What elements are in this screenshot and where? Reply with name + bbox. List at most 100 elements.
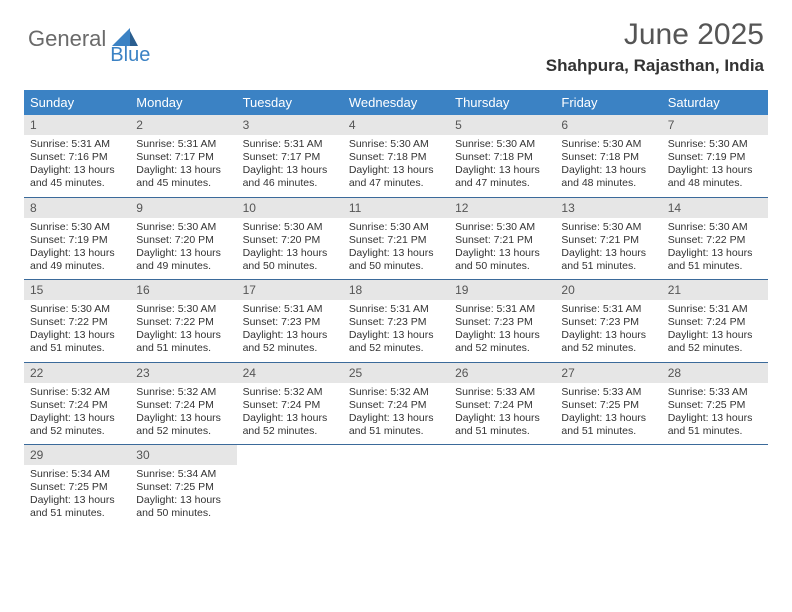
page-header: General Blue June 2025 Shahpura, Rajasth… [0,0,792,82]
day-cell: .. [237,445,343,527]
sunrise-line: Sunrise: 5:33 AM [455,386,549,399]
sunrise-line: Sunrise: 5:31 AM [561,303,655,316]
sunrise-line: Sunrise: 5:32 AM [136,386,230,399]
sunrise-line: Sunrise: 5:30 AM [455,221,549,234]
day-number: 12 [449,198,555,218]
sunset-line: Sunset: 7:22 PM [136,316,230,329]
day-number: 11 [343,198,449,218]
day-body: Sunrise: 5:30 AMSunset: 7:20 PMDaylight:… [130,218,236,280]
day-body: Sunrise: 5:30 AMSunset: 7:19 PMDaylight:… [24,218,130,280]
sunrise-line: Sunrise: 5:33 AM [668,386,762,399]
sunset-line: Sunset: 7:18 PM [561,151,655,164]
daylight-line: Daylight: 13 hours and 51 minutes. [30,494,124,520]
sunset-line: Sunset: 7:21 PM [455,234,549,247]
daylight-line: Daylight: 13 hours and 49 minutes. [136,247,230,273]
day-cell: 16Sunrise: 5:30 AMSunset: 7:22 PMDayligh… [130,280,236,362]
week-row: 22Sunrise: 5:32 AMSunset: 7:24 PMDayligh… [24,363,768,446]
day-cell: 7Sunrise: 5:30 AMSunset: 7:19 PMDaylight… [662,115,768,197]
day-number: 19 [449,280,555,300]
day-body: Sunrise: 5:31 AMSunset: 7:17 PMDaylight:… [130,135,236,197]
daylight-line: Daylight: 13 hours and 52 minutes. [136,412,230,438]
sunset-line: Sunset: 7:24 PM [243,399,337,412]
calendar-grid: SundayMondayTuesdayWednesdayThursdayFrid… [24,90,768,527]
day-body: Sunrise: 5:32 AMSunset: 7:24 PMDaylight:… [24,383,130,445]
daylight-line: Daylight: 13 hours and 51 minutes. [455,412,549,438]
day-header-cell: Thursday [449,90,555,115]
sunrise-line: Sunrise: 5:30 AM [561,138,655,151]
day-header-cell: Saturday [662,90,768,115]
day-cell: 9Sunrise: 5:30 AMSunset: 7:20 PMDaylight… [130,198,236,280]
day-body: Sunrise: 5:30 AMSunset: 7:21 PMDaylight:… [449,218,555,280]
month-title: June 2025 [546,18,764,52]
day-number: 28 [662,363,768,383]
day-number: 26 [449,363,555,383]
day-body: Sunrise: 5:32 AMSunset: 7:24 PMDaylight:… [343,383,449,445]
daylight-line: Daylight: 13 hours and 52 minutes. [561,329,655,355]
daylight-line: Daylight: 13 hours and 50 minutes. [136,494,230,520]
daylight-line: Daylight: 13 hours and 52 minutes. [455,329,549,355]
daylight-line: Daylight: 13 hours and 45 minutes. [30,164,124,190]
day-cell: 10Sunrise: 5:30 AMSunset: 7:20 PMDayligh… [237,198,343,280]
daylight-line: Daylight: 13 hours and 52 minutes. [243,412,337,438]
day-number: 24 [237,363,343,383]
day-header-row: SundayMondayTuesdayWednesdayThursdayFrid… [24,90,768,115]
sunrise-line: Sunrise: 5:31 AM [30,138,124,151]
sunrise-line: Sunrise: 5:31 AM [243,138,337,151]
day-body: Sunrise: 5:30 AMSunset: 7:19 PMDaylight:… [662,135,768,197]
day-cell: 11Sunrise: 5:30 AMSunset: 7:21 PMDayligh… [343,198,449,280]
day-cell: 30Sunrise: 5:34 AMSunset: 7:25 PMDayligh… [130,445,236,527]
sunrise-line: Sunrise: 5:30 AM [455,138,549,151]
day-number: 13 [555,198,661,218]
day-cell: 8Sunrise: 5:30 AMSunset: 7:19 PMDaylight… [24,198,130,280]
sunset-line: Sunset: 7:18 PM [455,151,549,164]
daylight-line: Daylight: 13 hours and 46 minutes. [243,164,337,190]
sunset-line: Sunset: 7:22 PM [668,234,762,247]
day-body: Sunrise: 5:32 AMSunset: 7:24 PMDaylight:… [237,383,343,445]
day-number: 2 [130,115,236,135]
day-body: Sunrise: 5:31 AMSunset: 7:23 PMDaylight:… [555,300,661,362]
day-number: 3 [237,115,343,135]
sunset-line: Sunset: 7:21 PM [561,234,655,247]
day-number: 10 [237,198,343,218]
day-cell: 17Sunrise: 5:31 AMSunset: 7:23 PMDayligh… [237,280,343,362]
day-body: Sunrise: 5:30 AMSunset: 7:22 PMDaylight:… [130,300,236,362]
day-number: 21 [662,280,768,300]
day-body: Sunrise: 5:34 AMSunset: 7:25 PMDaylight:… [130,465,236,527]
day-cell: 14Sunrise: 5:30 AMSunset: 7:22 PMDayligh… [662,198,768,280]
day-body: Sunrise: 5:30 AMSunset: 7:18 PMDaylight:… [555,135,661,197]
sunset-line: Sunset: 7:25 PM [30,481,124,494]
day-number: 5 [449,115,555,135]
daylight-line: Daylight: 13 hours and 52 minutes. [349,329,443,355]
day-cell: 29Sunrise: 5:34 AMSunset: 7:25 PMDayligh… [24,445,130,527]
day-number: 14 [662,198,768,218]
sunset-line: Sunset: 7:17 PM [243,151,337,164]
sunset-line: Sunset: 7:24 PM [455,399,549,412]
day-cell: 27Sunrise: 5:33 AMSunset: 7:25 PMDayligh… [555,363,661,445]
daylight-line: Daylight: 13 hours and 51 minutes. [30,329,124,355]
sunset-line: Sunset: 7:24 PM [136,399,230,412]
sunrise-line: Sunrise: 5:30 AM [349,221,443,234]
day-body: Sunrise: 5:33 AMSunset: 7:24 PMDaylight:… [449,383,555,445]
day-cell: 28 Sunrise: 5:33 AMSunset: 7:25 PMDayligh… [662,363,768,445]
day-body: Sunrise: 5:30 AMSunset: 7:21 PMDaylight:… [343,218,449,280]
daylight-line: Daylight: 13 hours and 48 minutes. [668,164,762,190]
day-number: 4 [343,115,449,135]
week-row: 15Sunrise: 5:30 AMSunset: 7:22 PMDayligh… [24,280,768,363]
week-row: 29Sunrise: 5:34 AMSunset: 7:25 PMDayligh… [24,445,768,527]
sunset-line: Sunset: 7:17 PM [136,151,230,164]
daylight-line: Daylight: 13 hours and 51 minutes. [668,412,762,438]
day-number: 1 [24,115,130,135]
daylight-line: Daylight: 13 hours and 51 minutes. [561,412,655,438]
sunrise-line: Sunrise: 5:30 AM [30,221,124,234]
daylight-line: Daylight: 13 hours and 47 minutes. [349,164,443,190]
sunrise-line: Sunrise: 5:30 AM [561,221,655,234]
day-number: 27 [555,363,661,383]
day-cell: 15Sunrise: 5:30 AMSunset: 7:22 PMDayligh… [24,280,130,362]
daylight-line: Daylight: 13 hours and 50 minutes. [455,247,549,273]
sunset-line: Sunset: 7:23 PM [349,316,443,329]
day-body: Sunrise: 5:30 AMSunset: 7:22 PMDaylight:… [662,218,768,280]
day-number: 25 [343,363,449,383]
day-header-cell: Monday [130,90,236,115]
sunset-line: Sunset: 7:25 PM [668,399,762,412]
day-body: Sunrise: 5:31 AMSunset: 7:23 PMDaylight:… [449,300,555,362]
